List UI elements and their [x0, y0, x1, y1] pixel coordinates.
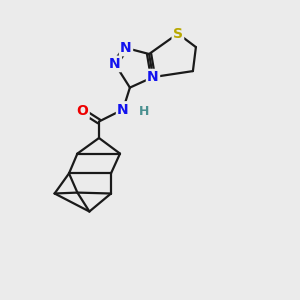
Text: N: N	[109, 57, 121, 71]
Text: H: H	[139, 105, 149, 119]
Text: S: S	[173, 27, 183, 40]
Text: N: N	[147, 70, 159, 84]
Text: O: O	[76, 104, 88, 118]
Text: N: N	[120, 41, 132, 55]
Text: N: N	[117, 103, 129, 116]
